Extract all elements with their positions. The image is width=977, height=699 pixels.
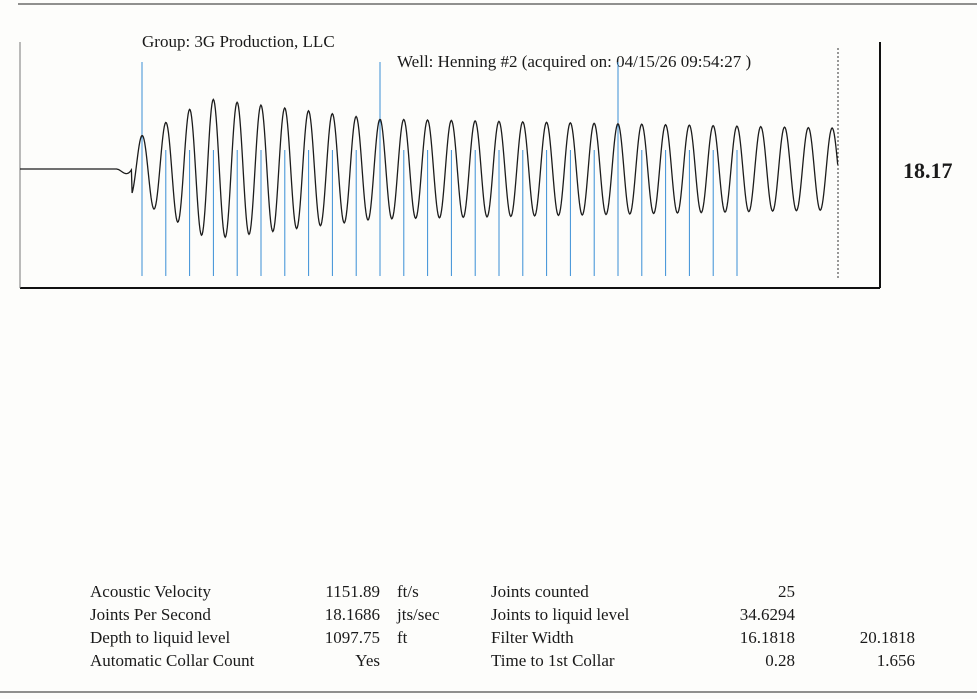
acoustic-trace-line (20, 98, 839, 239)
stat-value-automatic-collar-count: Yes (355, 651, 380, 670)
stat-extra-filter-width: 20.1818 (859, 628, 915, 647)
stat-value-joints-counted: 25 (778, 582, 795, 601)
stat-label-filter-width: Filter Width (491, 628, 574, 647)
group-name: Group: 3G Production, LLC (142, 32, 335, 51)
stat-value-acoustic-velocity: 1151.89 (325, 582, 380, 601)
stat-label-joints-per-second: Joints Per Second (90, 605, 211, 624)
stat-label-time-to-first-collar: Time to 1st Collar (491, 651, 615, 670)
stat-unit-depth-to-liquid: ft (397, 628, 408, 647)
stat-value-filter-width: 16.1818 (739, 628, 795, 647)
stat-label-automatic-collar-count: Automatic Collar Count (90, 651, 255, 670)
trace-value: 18.17 (903, 158, 953, 183)
well-info: Well: Henning #2 (acquired on: 04/15/26 … (397, 52, 752, 71)
stat-unit-acoustic-velocity: ft/s (397, 582, 419, 601)
stat-value-joints-per-second: 18.1686 (324, 605, 380, 624)
stat-label-joints-to-liquid: Joints to liquid level (491, 605, 630, 624)
stat-value-depth-to-liquid: 1097.75 (324, 628, 380, 647)
stat-extra-time-to-first-collar: 1.656 (876, 651, 915, 670)
stat-label-depth-to-liquid: Depth to liquid level (90, 628, 231, 647)
stat-label-joints-counted: Joints counted (491, 582, 589, 601)
stat-value-joints-to-liquid: 34.6294 (739, 605, 795, 624)
stat-value-time-to-first-collar: 0.28 (765, 651, 795, 670)
chart-header: Group: 3G Production, LLC Well: Henning … (0, 12, 977, 72)
stat-label-acoustic-velocity: Acoustic Velocity (90, 582, 212, 601)
stat-unit-joints-per-second: jts/sec (397, 605, 440, 624)
